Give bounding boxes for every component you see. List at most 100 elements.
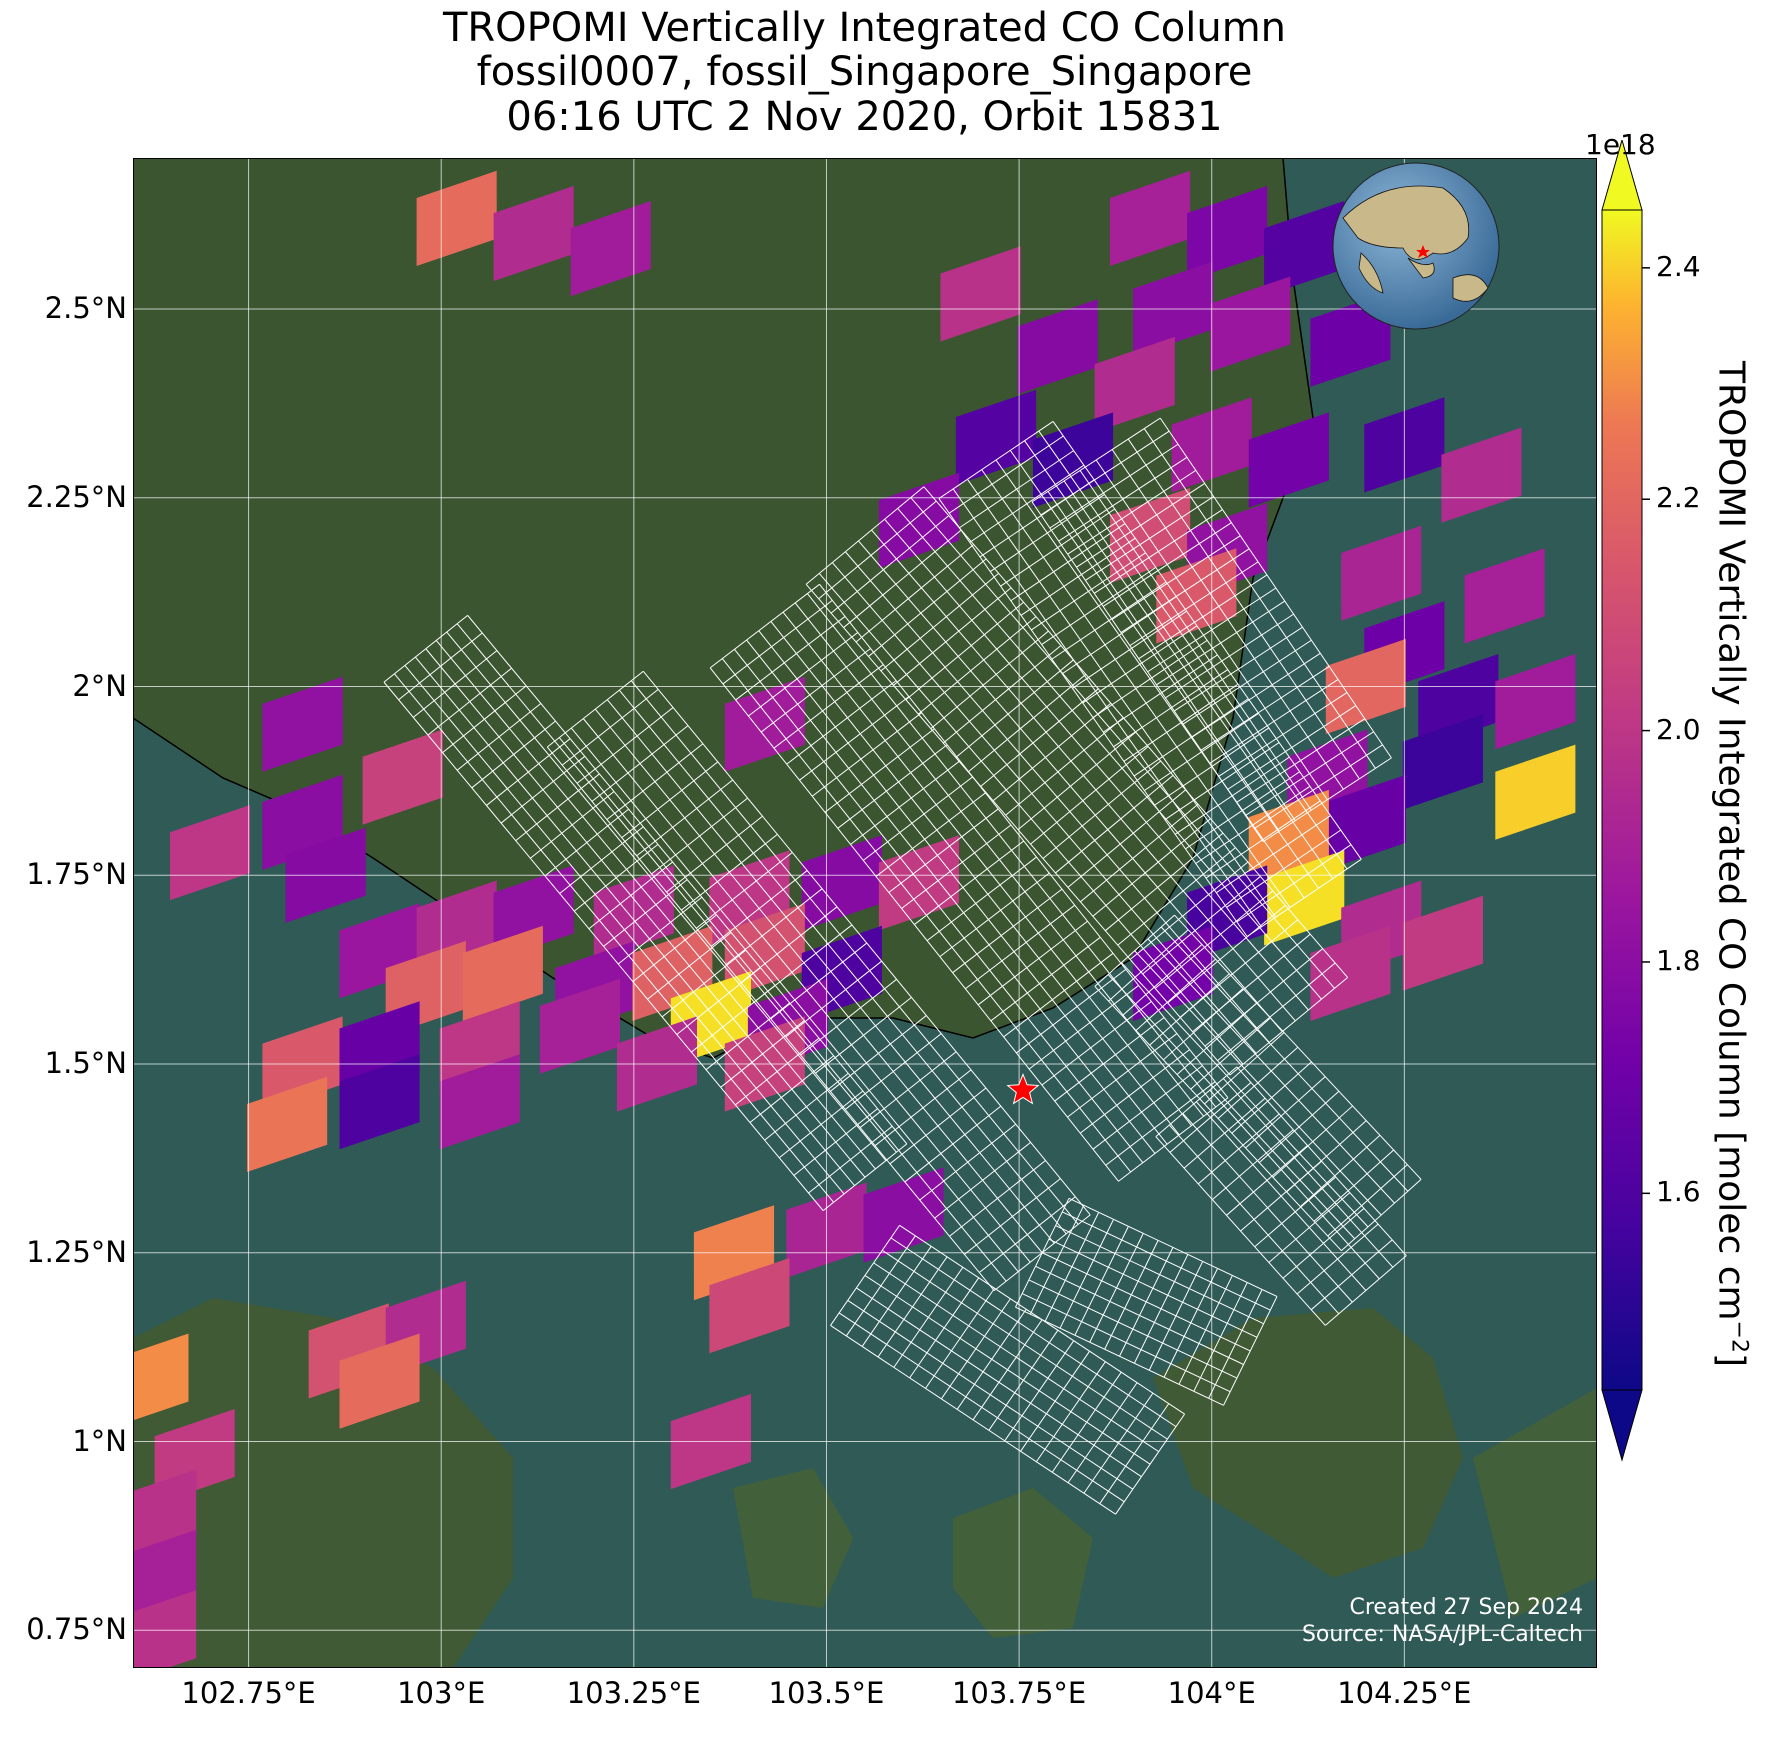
footprint-line xyxy=(1042,760,1161,859)
map-frame xyxy=(133,158,1597,1668)
map-panel[interactable]: Created 27 Sep 2024 Source: NASA/JPL-Cal… xyxy=(133,158,1597,1668)
footprint-line xyxy=(799,696,910,781)
co-cell xyxy=(1017,299,1098,395)
footprint-line xyxy=(888,808,999,893)
footprint-line xyxy=(1068,1197,1278,1297)
footprint-line xyxy=(1118,1097,1229,1182)
footprint-line xyxy=(830,1325,1116,1515)
footprint-line xyxy=(1142,876,1261,975)
footprint-line xyxy=(435,640,876,1170)
footprint-line xyxy=(901,824,1012,909)
footprint-line xyxy=(1021,1293,1231,1393)
footprint-line xyxy=(1127,438,1360,780)
footprint-line xyxy=(748,632,859,717)
emission-footprint-grid xyxy=(383,417,1422,1515)
co-cell xyxy=(539,978,620,1074)
footprint-line xyxy=(606,699,1055,1244)
footprint-line xyxy=(884,518,1309,1011)
footprint-line xyxy=(1179,919,1299,1018)
footprint-line xyxy=(992,702,1112,802)
footprint-line xyxy=(981,469,1291,908)
footprint-line xyxy=(1054,1017,1165,1102)
colorbar[interactable] xyxy=(1600,140,1680,1490)
footprint-line xyxy=(1067,789,1186,888)
footprint-line xyxy=(414,656,855,1186)
co-cell xyxy=(1310,925,1391,1021)
footprint-line xyxy=(942,645,1062,744)
footprint-line xyxy=(582,718,1031,1263)
footprint-line xyxy=(570,727,1019,1273)
footprint-line xyxy=(952,888,1063,974)
footprint-line xyxy=(746,639,1156,1154)
colorbar-tick-label: 2.4 xyxy=(1656,249,1701,283)
footprint-line xyxy=(1042,1252,1251,1352)
footprint-line xyxy=(871,529,1296,1022)
footprint-line xyxy=(1107,974,1356,1240)
colorbar-tick-label: 2.2 xyxy=(1656,481,1701,515)
graticule xyxy=(133,158,1597,1668)
footprint-line xyxy=(1174,914,1422,1180)
co-cell xyxy=(878,472,959,568)
footprint-line xyxy=(721,658,1132,1173)
footprint-line xyxy=(794,602,1204,1117)
chart-subtitle-time: 06:16 UTC 2 Nov 2020, Orbit 15831 xyxy=(506,94,1223,140)
footprint-line xyxy=(1003,952,1114,1038)
footprint-line xyxy=(914,840,1025,925)
footprint-line xyxy=(594,708,1043,1254)
footprint-line xyxy=(955,659,1074,758)
co-cell xyxy=(493,185,574,282)
footprint-line xyxy=(918,616,1037,715)
footprint-line xyxy=(939,872,1050,958)
footprint-line xyxy=(1031,501,1264,842)
footprint-line xyxy=(1055,1225,1264,1325)
colorbar-body xyxy=(1601,209,1643,1391)
target-star-icon xyxy=(1006,1073,1040,1105)
footprint-line xyxy=(1092,818,1211,917)
footprint-line xyxy=(843,529,962,628)
footprint-line xyxy=(1160,926,1409,1192)
footprint-line xyxy=(1063,480,1296,821)
footprint-line xyxy=(910,497,1335,989)
lat-tick-label: 1.5°N xyxy=(44,1046,127,1080)
credit-created: Created 27 Sep 2024 xyxy=(1350,1595,1584,1620)
footprint-line xyxy=(1195,1101,1367,1291)
footprint-line xyxy=(1105,832,1224,932)
lat-tick-label: 2.5°N xyxy=(44,291,127,325)
co-cell xyxy=(1264,201,1345,297)
co-column-cells xyxy=(133,170,1576,1668)
footprint-line xyxy=(811,712,922,797)
footprint-line xyxy=(890,1237,1177,1428)
footprint-line xyxy=(642,670,1091,1216)
footprint-line xyxy=(856,1287,1142,1478)
footprint-line xyxy=(819,584,1229,1099)
co-cell xyxy=(262,676,343,772)
footprint-line xyxy=(760,648,871,733)
footprint-line xyxy=(425,648,866,1178)
colorbar-exponent: 1e18 xyxy=(1585,128,1656,161)
co-cell xyxy=(170,805,251,901)
footprint-line xyxy=(404,665,845,1195)
co-cell xyxy=(940,246,1021,342)
footprint-line xyxy=(837,744,948,829)
footprint-line xyxy=(1035,1265,1244,1365)
co-cell xyxy=(1094,336,1175,433)
lon-tick-label: 102.75°E xyxy=(181,1676,316,1710)
co-cell xyxy=(955,389,1037,485)
lon-tick-label: 104.25°E xyxy=(1337,1676,1472,1710)
lat-tick-label: 1.25°N xyxy=(26,1234,127,1269)
footprint-line xyxy=(786,680,897,765)
footprint-line xyxy=(930,630,1049,729)
footprint-line xyxy=(1015,1306,1224,1406)
footprint-line xyxy=(1062,1211,1271,1311)
footprint-line xyxy=(1217,962,1336,1061)
footprint-line xyxy=(926,856,1037,942)
lat-tick-label: 2.25°N xyxy=(26,479,127,514)
co-cell xyxy=(709,1258,790,1354)
footprint-line xyxy=(977,920,1088,1006)
footprint-line xyxy=(1229,977,1348,1076)
footprint-line xyxy=(1024,440,1334,879)
footprint-line xyxy=(1155,1136,1326,1326)
footprint-line xyxy=(875,792,986,877)
co-cell xyxy=(1110,170,1191,266)
chart-subtitle-site: fossil0007, fossil_Singapore_Singapore xyxy=(476,49,1253,95)
